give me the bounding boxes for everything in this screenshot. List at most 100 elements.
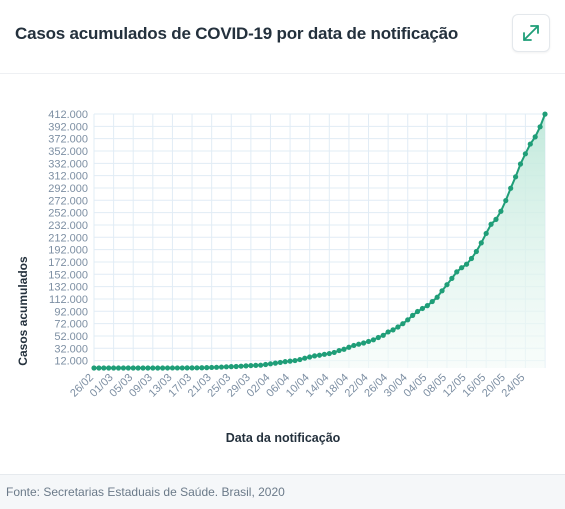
data-point[interactable] bbox=[238, 363, 244, 369]
data-point[interactable] bbox=[517, 161, 524, 167]
data-point[interactable] bbox=[375, 334, 381, 341]
y-axis-label: Casos acumulados bbox=[16, 256, 30, 366]
data-point[interactable] bbox=[258, 362, 264, 368]
data-point[interactable] bbox=[400, 321, 406, 327]
data-point[interactable] bbox=[522, 151, 528, 157]
data-point[interactable] bbox=[174, 365, 180, 371]
data-point[interactable] bbox=[434, 294, 440, 300]
data-point[interactable] bbox=[120, 365, 127, 371]
data-point[interactable] bbox=[277, 359, 283, 366]
data-point[interactable] bbox=[316, 352, 323, 358]
data-point[interactable] bbox=[419, 305, 426, 312]
data-point[interactable] bbox=[444, 282, 450, 288]
data-point[interactable] bbox=[459, 265, 465, 271]
data-point[interactable] bbox=[101, 365, 107, 371]
data-point[interactable] bbox=[463, 261, 470, 267]
data-point[interactable] bbox=[483, 230, 489, 237]
data-point[interactable] bbox=[429, 298, 435, 305]
data-point[interactable] bbox=[223, 364, 229, 370]
data-point[interactable] bbox=[473, 248, 479, 255]
data-point[interactable] bbox=[405, 317, 411, 323]
data-point[interactable] bbox=[209, 364, 215, 371]
data-point[interactable] bbox=[115, 365, 122, 371]
y-tick-label: 152.000 bbox=[48, 269, 88, 281]
data-point[interactable] bbox=[228, 364, 234, 370]
data-point[interactable] bbox=[155, 365, 161, 371]
data-point[interactable] bbox=[199, 365, 205, 371]
data-point[interactable] bbox=[204, 365, 210, 371]
data-point[interactable] bbox=[125, 365, 131, 371]
data-point[interactable] bbox=[424, 303, 430, 309]
data-point[interactable] bbox=[532, 134, 538, 140]
data-point[interactable] bbox=[395, 324, 401, 330]
data-point[interactable] bbox=[169, 365, 176, 371]
data-point[interactable] bbox=[282, 359, 288, 365]
data-point[interactable] bbox=[478, 240, 484, 246]
data-point[interactable] bbox=[356, 341, 362, 347]
data-point[interactable] bbox=[380, 332, 386, 338]
data-point[interactable] bbox=[248, 362, 254, 369]
data-point[interactable] bbox=[111, 365, 117, 371]
data-point[interactable] bbox=[307, 354, 313, 360]
data-point[interactable] bbox=[346, 344, 352, 350]
data-point[interactable] bbox=[488, 221, 494, 227]
data-point[interactable] bbox=[179, 365, 185, 371]
data-point[interactable] bbox=[361, 340, 367, 346]
data-point[interactable] bbox=[297, 356, 303, 363]
data-point[interactable] bbox=[135, 365, 141, 371]
data-point[interactable] bbox=[449, 275, 455, 281]
data-point[interactable] bbox=[140, 365, 146, 371]
data-point[interactable] bbox=[326, 350, 332, 357]
data-point[interactable] bbox=[454, 269, 460, 275]
data-point[interactable] bbox=[145, 365, 151, 371]
data-point[interactable] bbox=[498, 208, 504, 214]
data-point[interactable] bbox=[302, 355, 308, 361]
data-point[interactable] bbox=[130, 365, 136, 371]
data-point[interactable] bbox=[164, 365, 171, 371]
data-point[interactable] bbox=[267, 361, 274, 367]
data-point[interactable] bbox=[468, 255, 475, 262]
data-point[interactable] bbox=[336, 347, 342, 354]
data-point[interactable] bbox=[410, 312, 416, 318]
data-point[interactable] bbox=[365, 338, 372, 345]
expand-button[interactable] bbox=[512, 14, 550, 52]
data-point[interactable] bbox=[370, 337, 377, 343]
data-point[interactable] bbox=[414, 308, 421, 315]
data-point[interactable] bbox=[194, 365, 200, 371]
data-point[interactable] bbox=[91, 365, 97, 371]
chart-area: 12.000 32.000 52.000 72.000 92.000 112.000 132… bbox=[0, 74, 565, 474]
x-tick-label: 24/05 bbox=[500, 372, 528, 400]
data-point[interactable] bbox=[512, 174, 519, 180]
data-point[interactable] bbox=[189, 365, 195, 371]
data-point[interactable] bbox=[287, 358, 293, 364]
data-point[interactable] bbox=[233, 363, 239, 370]
data-point[interactable] bbox=[385, 329, 391, 335]
data-point[interactable] bbox=[331, 349, 337, 356]
data-point[interactable] bbox=[508, 185, 514, 191]
data-point[interactable] bbox=[312, 353, 318, 359]
data-point[interactable] bbox=[253, 362, 259, 368]
data-point[interactable] bbox=[184, 365, 190, 371]
data-point[interactable] bbox=[218, 364, 225, 370]
y-tick-label: 212.000 bbox=[48, 232, 88, 244]
data-point[interactable] bbox=[160, 365, 166, 371]
data-point[interactable] bbox=[243, 363, 249, 369]
data-point[interactable] bbox=[321, 351, 327, 357]
data-point[interactable] bbox=[341, 346, 347, 352]
data-point[interactable] bbox=[542, 111, 548, 117]
data-point[interactable] bbox=[262, 361, 269, 368]
data-point[interactable] bbox=[503, 197, 509, 204]
data-point[interactable] bbox=[537, 124, 543, 130]
data-point[interactable] bbox=[527, 141, 533, 147]
data-point[interactable] bbox=[272, 360, 278, 366]
data-point[interactable] bbox=[96, 365, 102, 371]
data-point[interactable] bbox=[351, 342, 357, 349]
data-point[interactable] bbox=[439, 288, 445, 294]
data-point[interactable] bbox=[493, 216, 499, 222]
data-point[interactable] bbox=[106, 365, 112, 371]
data-point[interactable] bbox=[150, 365, 156, 371]
data-point[interactable] bbox=[213, 364, 220, 370]
y-tick-label: 172.000 bbox=[48, 257, 88, 269]
data-point[interactable] bbox=[390, 327, 396, 333]
data-point[interactable] bbox=[292, 357, 298, 364]
